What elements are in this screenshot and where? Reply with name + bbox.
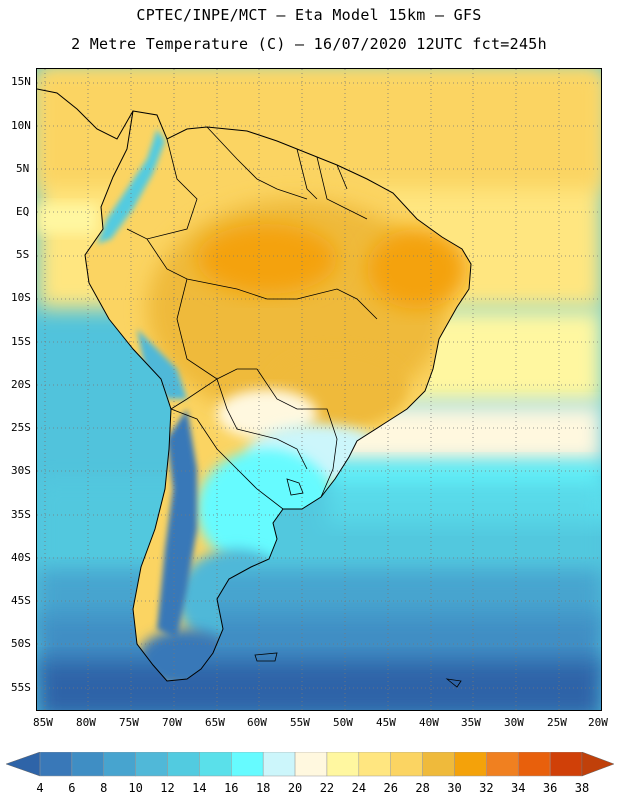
lon-label-60w: 60W — [247, 716, 267, 729]
lat-label-5s: 5S — [16, 248, 30, 261]
lon-label-80w: 80W — [76, 716, 96, 729]
colorbar-swatch — [549, 752, 583, 777]
colorbar-tick-label: 20 — [288, 781, 302, 792]
lat-label-15n: 15N — [11, 75, 31, 88]
lat-label-30s: 30S — [11, 464, 31, 477]
colorbar-tick-label: 14 — [192, 781, 206, 792]
lon-label-75w: 75W — [119, 716, 139, 729]
lat-label-eq: EQ — [16, 205, 30, 218]
title-line-2: 2 Metre Temperature (C) – 16/07/2020 12U… — [71, 35, 547, 53]
lat-label-50s: 50S — [11, 637, 31, 650]
lon-label-70w: 70W — [162, 716, 182, 729]
title-line-1: CPTEC/INPE/MCT – Eta Model 15km – GFS — [136, 6, 482, 24]
coastline — [84, 110, 472, 682]
lon-label-85w: 85W — [33, 716, 53, 729]
lat-label-5n: 5N — [16, 162, 30, 175]
colorbar-tick-label: 38 — [575, 781, 589, 792]
lat-label-25s: 25S — [11, 421, 31, 434]
lat-label-40s: 40S — [11, 551, 31, 564]
colorbar-swatch — [486, 752, 519, 777]
colorbar-swatch — [358, 752, 391, 777]
south-georgia — [445, 678, 462, 688]
colorbar-arrow-high — [581, 752, 615, 777]
colorbar-swatch — [326, 752, 360, 777]
colorbar-swatch — [454, 752, 487, 777]
lat-label-10s: 10S — [11, 291, 31, 304]
colorbar-tick-label: 32 — [479, 781, 493, 792]
colorbar-swatch — [71, 752, 105, 777]
colorbar-swatch — [103, 752, 136, 777]
country-borders — [126, 126, 378, 510]
colorbar-swatch — [262, 752, 296, 777]
map-canvas — [37, 69, 601, 710]
colorbar-tick-label: 18 — [256, 781, 270, 792]
colorbar-tick-label: 36 — [543, 781, 557, 792]
colorbar-arrow-low — [5, 752, 41, 777]
lon-label-65w: 65W — [205, 716, 225, 729]
colorbar-tick-label: 24 — [352, 781, 366, 792]
lon-label-55w: 55W — [290, 716, 310, 729]
colorbar-swatch — [390, 752, 423, 777]
pacific-equator-band — [37, 204, 97, 234]
colorbar-tick-label: 28 — [415, 781, 429, 792]
colorbar: 4 6 8 10 12 14 16 18 20 22 24 26 28 30 32 34 36 38 — [5, 752, 615, 792]
colorbar-tick-label: 22 — [320, 781, 334, 792]
colorbar-swatch — [517, 752, 551, 777]
lon-label-30w: 30W — [504, 716, 524, 729]
lat-label-20s: 20S — [11, 378, 31, 391]
colorbar-tick-label: 8 — [100, 781, 107, 792]
lon-label-45w: 45W — [376, 716, 396, 729]
lon-label-20w: 20W — [588, 716, 608, 729]
colorbar-tick-label: 34 — [511, 781, 525, 792]
lon-label-40w: 40W — [419, 716, 439, 729]
lat-label-45s: 45S — [11, 594, 31, 607]
colorbar-swatch — [231, 752, 264, 777]
colorbar-tick-label: 12 — [160, 781, 174, 792]
colorbar-tick-label: 30 — [447, 781, 461, 792]
colorbar-tick-label: 4 — [36, 781, 43, 792]
colorbar-swatch — [135, 752, 168, 777]
colorbar-swatch — [167, 752, 200, 777]
falklands — [254, 652, 278, 662]
colorbar-tick-label: 26 — [383, 781, 397, 792]
lon-label-25w: 25W — [547, 716, 567, 729]
lat-label-55s: 55S — [11, 681, 31, 694]
colorbar-swatch — [39, 752, 73, 777]
lon-label-35w: 35W — [461, 716, 481, 729]
colorbar-swatch — [294, 752, 328, 777]
colorbar-swatch — [422, 752, 455, 777]
lat-label-10n: 10N — [11, 119, 31, 132]
colorbar-tick-label: 10 — [128, 781, 142, 792]
lon-label-50w: 50W — [333, 716, 353, 729]
temperature-map — [36, 68, 602, 711]
lagoon — [286, 478, 304, 496]
lat-label-35s: 35S — [11, 508, 31, 521]
lat-label-15s: 15S — [11, 335, 31, 348]
colorbar-tick-label: 16 — [224, 781, 238, 792]
central-america-coast — [37, 88, 134, 140]
colorbar-swatch — [199, 752, 232, 777]
south-band-3 — [37, 659, 601, 710]
colorbar-tick-label: 6 — [68, 781, 75, 792]
